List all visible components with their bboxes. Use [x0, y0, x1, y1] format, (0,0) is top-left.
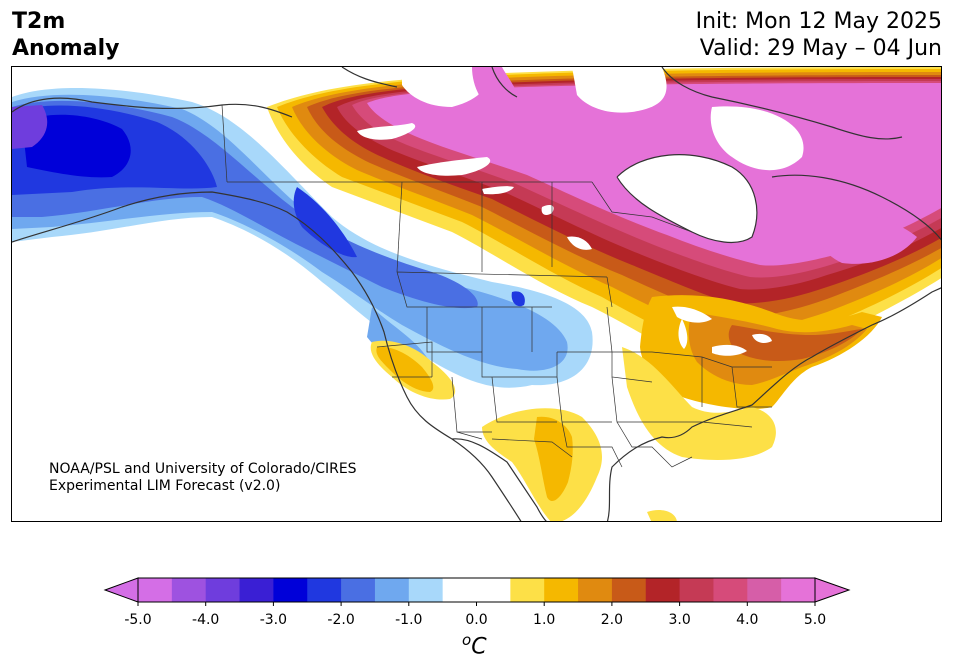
unit-letter: C	[471, 634, 487, 660]
water-bodies	[402, 67, 917, 264]
colorbar-segment	[138, 578, 173, 602]
lakes	[357, 123, 772, 356]
colorbar-segment	[578, 578, 613, 602]
colorbar-segment	[645, 578, 681, 602]
colorbar-tick-label: 1.0	[533, 612, 556, 628]
colorbar-tick-label: -4.0	[192, 612, 220, 628]
colorbar-tick-label: -2.0	[327, 612, 355, 628]
colorbar-segment	[442, 578, 477, 602]
anomaly-map	[11, 66, 942, 522]
unit-degree: o	[462, 631, 472, 649]
map-svg	[12, 67, 941, 521]
colorbar-segment	[747, 578, 782, 602]
colorbar-segment	[713, 578, 748, 602]
colorbar-segment	[171, 578, 207, 602]
cold-anomaly-region	[12, 87, 593, 388]
colorbar-extend-low	[103, 577, 139, 603]
credit-line-2: Experimental LIM Forecast (v2.0)	[49, 478, 281, 494]
forecast-dates: Init: Mon 12 May 2025 Valid: 29 May – 04…	[696, 8, 942, 62]
colorbar-segment	[476, 578, 511, 602]
colorbar-tick-label: -3.0	[259, 612, 288, 628]
colorbar-tick-label: 2.0	[600, 612, 624, 628]
colorbar-segment	[374, 578, 410, 602]
valid-date: Valid: 29 May – 04 Jun	[699, 36, 942, 61]
colorbar-extend-high	[814, 577, 851, 603]
credit-line-1: NOAA/PSL and University of Colorado/CIRE…	[49, 461, 357, 477]
colorbar-segment	[273, 578, 308, 602]
colorbar-tick-label: -1.0	[395, 612, 423, 628]
colorbar-segment	[611, 578, 647, 602]
colorbar-segment	[510, 578, 545, 602]
colorbar-segment	[341, 578, 376, 602]
colorbar-segment	[544, 578, 579, 602]
colorbar-segment	[239, 578, 274, 602]
colorbar-segment	[307, 578, 342, 602]
political-borders	[221, 104, 772, 468]
units-label: oC	[462, 631, 487, 659]
colorbar-segment	[781, 578, 816, 602]
credit-text: NOAA/PSL and University of Colorado/CIRE…	[49, 461, 357, 495]
colorbar-segment	[679, 578, 714, 602]
colorbar-tick-label: 5.0	[803, 612, 827, 628]
map-title: T2m Anomaly	[12, 8, 119, 62]
colorbar-tick-label: 3.0	[668, 612, 691, 628]
colorbar-tick-label: -5.0	[124, 612, 152, 628]
colorbar-tick-label: 0.0	[465, 612, 488, 628]
colorbar-tick-label: 4.0	[736, 612, 759, 628]
colorbar-segment	[205, 578, 241, 602]
colorbar-segment	[408, 578, 444, 602]
title-line-2: Anomaly	[12, 36, 120, 61]
title-line-1: T2m	[12, 9, 66, 34]
coastlines	[12, 67, 941, 521]
init-date: Init: Mon 12 May 2025	[695, 9, 942, 34]
